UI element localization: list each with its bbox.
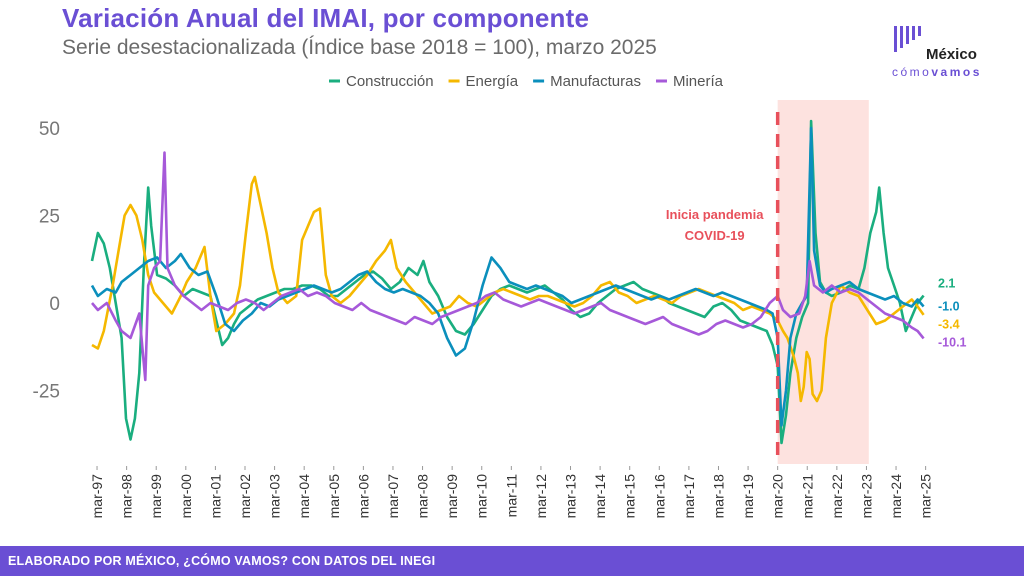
y-tick-label: 0 <box>49 294 60 315</box>
x-tick-label: mar-13 <box>563 474 579 519</box>
logo-word-mexico: México <box>926 46 977 63</box>
y-tick-label: 50 <box>39 119 60 140</box>
pandemic-annotation-line-2: COVID-19 <box>685 228 745 243</box>
x-tick-label: mar-10 <box>474 474 490 519</box>
x-tick-label: mar-14 <box>592 474 608 519</box>
logo-bars-icon <box>894 26 924 52</box>
x-tick-label: mar-17 <box>681 474 697 519</box>
x-tick-label: mar-25 <box>918 474 934 519</box>
x-tick-label: mar-01 <box>207 474 223 519</box>
x-tick-label: mar-03 <box>267 474 283 519</box>
x-tick-label: mar-99 <box>148 474 164 519</box>
x-tick-label: mar-11 <box>503 474 519 518</box>
x-tick-label: mar-23 <box>858 474 874 519</box>
x-tick-label: mar-98 <box>119 474 135 519</box>
y-tick-label: 25 <box>39 207 60 228</box>
x-tick-label: mar-15 <box>622 474 638 519</box>
brand-logo: México cómovamos <box>888 24 1008 84</box>
chart-title: Variación Anual del IMAI, por componente <box>62 3 590 33</box>
end-label-manufacturas: -1.0 <box>938 300 960 314</box>
y-tick-label: -25 <box>33 382 60 403</box>
x-tick-label: mar-16 <box>651 474 667 519</box>
legend-label: Minería <box>673 73 724 90</box>
x-tick-label: mar-00 <box>178 474 194 519</box>
x-tick-label: mar-08 <box>415 474 431 519</box>
logo-word-comovamos: cómovamos <box>892 65 982 79</box>
end-label-minería: -10.1 <box>938 336 967 350</box>
end-label-construcción: 2.1 <box>938 277 955 291</box>
series-layer <box>90 119 925 445</box>
x-tick-label: mar-05 <box>326 474 342 519</box>
x-axis: mar-97 mar-98 mar-99 mar-00 mar-01 mar-02 mar-… <box>89 466 934 518</box>
footer-credit: ELABORADO POR MÉXICO, ¿CÓMO VAMOS? CON D… <box>0 546 1024 576</box>
x-tick-label: mar-02 <box>237 474 253 519</box>
series-line-minería <box>91 151 925 382</box>
x-tick-label: mar-18 <box>710 474 726 519</box>
pandemic-shaded-region <box>777 100 869 464</box>
x-tick-label: mar-07 <box>385 474 401 519</box>
x-tick-label: mar-12 <box>533 474 549 519</box>
x-tick-label: mar-22 <box>829 474 845 519</box>
x-tick-label: mar-09 <box>444 474 460 519</box>
series-line-energía <box>91 175 925 403</box>
x-tick-label: mar-20 <box>770 474 786 519</box>
legend-label: Construcción <box>346 73 434 90</box>
x-tick-label: mar-06 <box>355 474 371 519</box>
x-tick-label: mar-21 <box>799 474 815 519</box>
legend-label: Energía <box>466 73 519 90</box>
x-tick-label: mar-24 <box>888 474 904 519</box>
x-tick-label: mar-04 <box>296 474 312 519</box>
chart-subtitle: Serie desestacionalizada (Índice base 20… <box>62 36 657 59</box>
x-tick-label: mar-97 <box>89 474 105 519</box>
legend-label: Manufacturas <box>550 73 641 90</box>
x-tick-label: mar-19 <box>740 474 756 519</box>
y-axis: -25 0 25 50 <box>33 119 60 403</box>
end-value-labels: 2.1 -1.0 -3.4 -10.1 <box>938 277 967 350</box>
end-label-energía: -3.4 <box>938 318 960 332</box>
pandemic-annotation-line-1: Inicia pandemia <box>666 207 764 222</box>
chart-legend: Construcción Energía Manufacturas Minería <box>329 73 724 90</box>
line-chart: Construcción Energía Manufacturas Minería -… <box>33 73 967 518</box>
